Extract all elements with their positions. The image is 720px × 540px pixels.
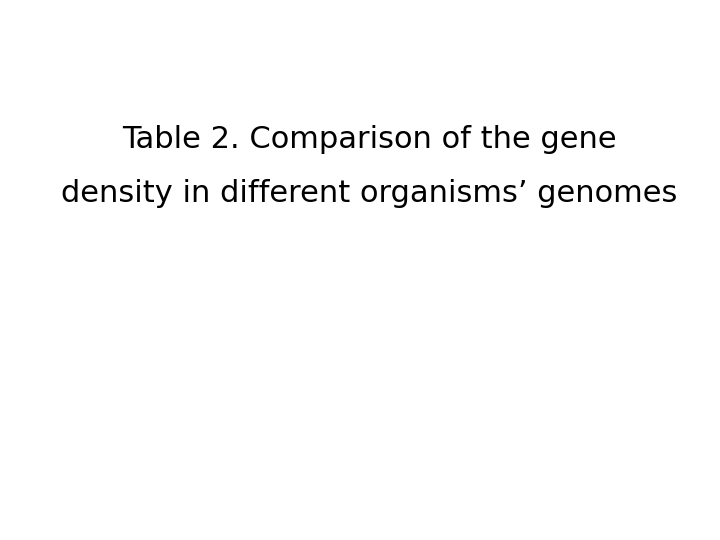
Text: density in different organisms’ genomes: density in different organisms’ genomes bbox=[60, 179, 678, 208]
Text: Table 2. Comparison of the gene: Table 2. Comparison of the gene bbox=[122, 125, 616, 154]
